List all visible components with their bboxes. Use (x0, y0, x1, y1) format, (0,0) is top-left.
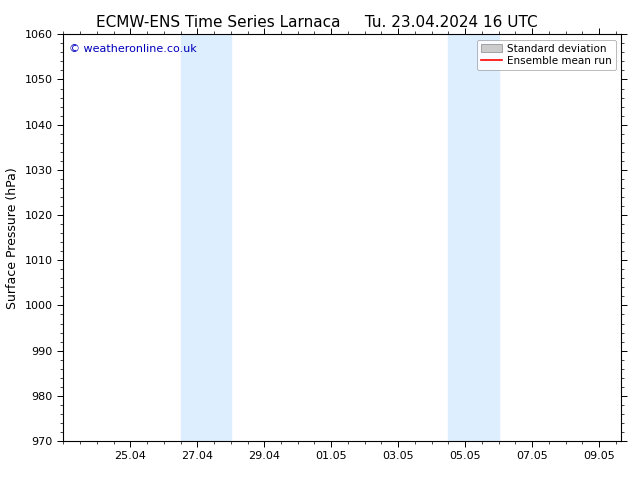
Text: © weatheronline.co.uk: © weatheronline.co.uk (69, 45, 197, 54)
Legend: Standard deviation, Ensemble mean run: Standard deviation, Ensemble mean run (477, 40, 616, 70)
Y-axis label: Surface Pressure (hPa): Surface Pressure (hPa) (6, 167, 19, 309)
Text: ECMW-ENS Time Series Larnaca     Tu. 23.04.2024 16 UTC: ECMW-ENS Time Series Larnaca Tu. 23.04.2… (96, 15, 538, 30)
Bar (181, 34, 231, 441)
Bar (448, 34, 498, 441)
